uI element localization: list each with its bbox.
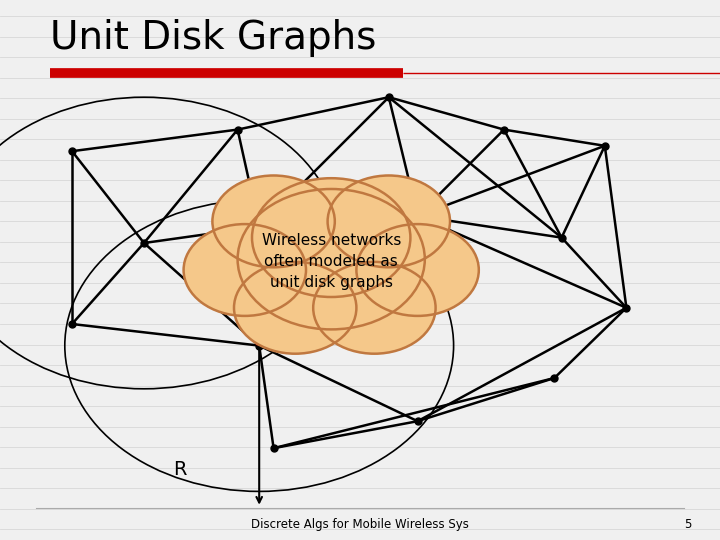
Circle shape xyxy=(252,178,410,297)
Circle shape xyxy=(356,224,479,316)
Text: Wireless networks
often modeled as
unit disk graphs: Wireless networks often modeled as unit … xyxy=(261,233,401,291)
Circle shape xyxy=(328,176,450,267)
Text: Discrete Algs for Mobile Wireless Sys: Discrete Algs for Mobile Wireless Sys xyxy=(251,518,469,531)
Circle shape xyxy=(184,224,306,316)
Circle shape xyxy=(238,189,425,329)
Circle shape xyxy=(313,262,436,354)
Circle shape xyxy=(212,176,335,267)
Text: 5: 5 xyxy=(684,518,691,531)
Text: Unit Disk Graphs: Unit Disk Graphs xyxy=(50,19,377,57)
Circle shape xyxy=(234,262,356,354)
Text: R: R xyxy=(173,460,186,479)
